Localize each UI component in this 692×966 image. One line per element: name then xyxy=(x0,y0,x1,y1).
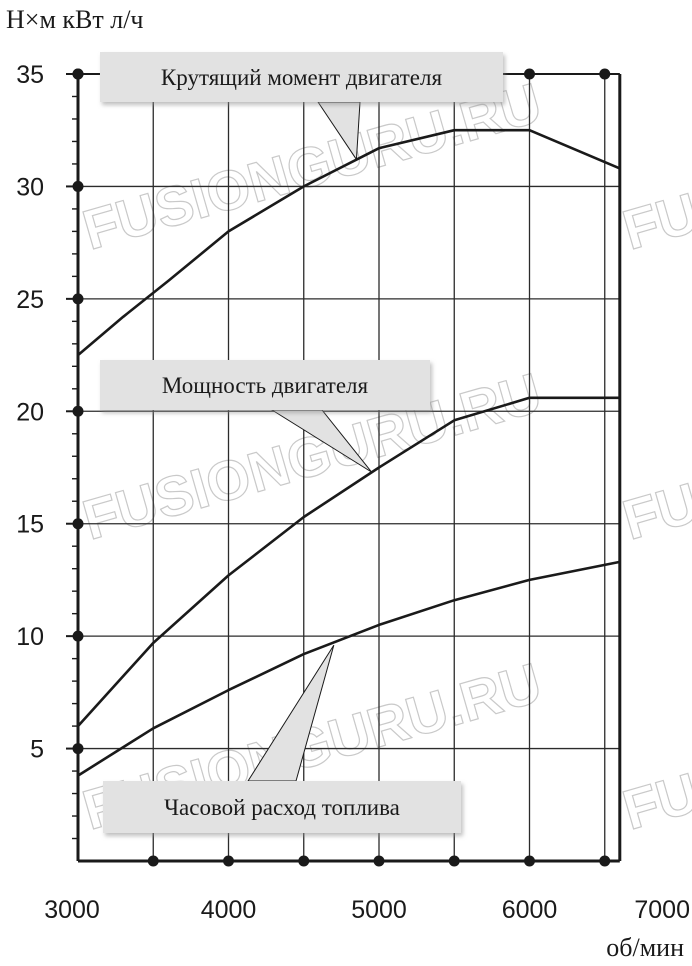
x-axis-dot xyxy=(298,855,310,867)
x-axis-dot xyxy=(599,855,611,867)
y-axis-dot xyxy=(72,518,84,530)
x-axis-dot xyxy=(147,855,159,867)
x-tick-label: 5000 xyxy=(351,896,407,924)
callout-label: Крутящий момент двигателя xyxy=(161,65,443,90)
y-tick-label: 20 xyxy=(16,398,44,426)
y-axis-dot xyxy=(72,405,84,417)
x-tick-label: 6000 xyxy=(502,896,558,924)
watermark-text: FUSIONGURU.RU xyxy=(616,361,692,552)
fuel-callout: Часовой расход топлива xyxy=(103,644,461,833)
y-axis-dot xyxy=(72,630,84,642)
callout-box xyxy=(100,360,430,410)
callout-box xyxy=(100,52,503,102)
fuel-series-line xyxy=(77,560,621,777)
callout-box xyxy=(103,781,461,833)
y-tick-label: 15 xyxy=(16,511,44,539)
top-axis-dot xyxy=(599,68,611,80)
x-axis-dot xyxy=(524,855,535,867)
y-tick-label: 30 xyxy=(16,173,44,201)
y-axis-title: Н×м кВт л/ч xyxy=(6,5,144,34)
watermark-text: FUSIONGURU.RU xyxy=(616,651,692,842)
y-axis-dot xyxy=(72,743,84,755)
grid xyxy=(78,73,620,861)
x-axis-dot xyxy=(373,855,385,867)
top-axis-dot xyxy=(524,68,535,80)
x-axis-dot xyxy=(448,855,460,867)
tick-labels: 5 10 15 20 25 30 35 3000 4000 5000 6000 7000 xyxy=(16,61,690,924)
y-axis-dot xyxy=(72,180,84,192)
series-layer xyxy=(77,128,621,777)
y-tick-label: 10 xyxy=(16,623,44,651)
power-callout: Мощность двигателя xyxy=(100,360,430,473)
y-axis-dot xyxy=(72,68,84,80)
torque-series-line xyxy=(77,128,621,357)
power-series-line xyxy=(77,396,620,727)
x-axis-title: об/мин xyxy=(606,933,684,962)
y-tick-label: 5 xyxy=(30,736,44,764)
y-axis-dot xyxy=(72,293,84,305)
y-tick-label: 35 xyxy=(16,61,44,89)
x-tick-label: 7000 xyxy=(634,896,690,924)
watermark-text: FUSIONGURU.RU xyxy=(616,71,692,262)
x-axis-dot xyxy=(223,855,234,867)
torque-callout: Крутящий момент двигателя xyxy=(100,52,503,161)
callout-label: Мощность двигателя xyxy=(162,373,369,398)
x-tick-label: 4000 xyxy=(201,896,257,924)
callout-label: Часовой расход топлива xyxy=(164,795,400,820)
x-tick-label: 3000 xyxy=(44,896,100,924)
y-tick-label: 25 xyxy=(16,286,44,314)
callouts: Крутящий момент двигателя Мощность двигат… xyxy=(100,52,503,833)
